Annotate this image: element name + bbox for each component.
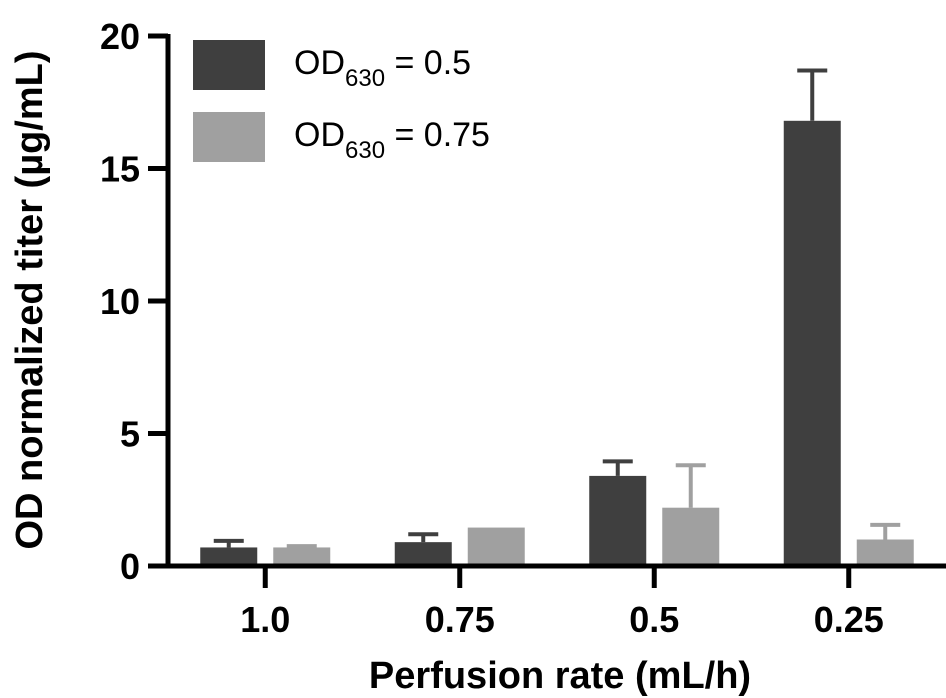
x-tick-label-2: 0.5	[629, 599, 679, 640]
y-tick-label-1: 5	[120, 414, 140, 455]
bar-s1-0	[200, 547, 258, 566]
legend-label-series-2: OD630 = 0.75	[294, 116, 490, 164]
y-tick-label-4: 20	[100, 16, 140, 57]
bar-s1-3	[783, 120, 841, 567]
y-ticks: 0 5 10 15 20	[100, 16, 168, 587]
legend-swatch-series-2	[193, 112, 265, 162]
x-tick-label-1: 0.75	[425, 599, 495, 640]
legend-label-series-1-sub: 630	[345, 65, 385, 92]
x-tick-label-3: 0.25	[814, 599, 884, 640]
bar-s2-1	[467, 527, 525, 566]
y-tick-label-0: 0	[120, 546, 140, 587]
y-tick-label-3: 15	[100, 149, 140, 190]
bar-s2-0	[273, 547, 331, 566]
bar-s1-2	[589, 475, 647, 566]
legend-label-series-1-main: OD	[294, 44, 345, 82]
bar-s1-1	[394, 542, 452, 566]
legend-swatch-series-1	[193, 40, 265, 90]
y-tick-label-2: 10	[100, 281, 140, 322]
x-tick-label-0: 1.0	[240, 599, 290, 640]
bars-layer	[200, 68, 914, 567]
legend-label-series-2-sub: 630	[345, 137, 385, 164]
legend-label-series-1: OD630 = 0.5	[294, 44, 471, 92]
legend: OD630 = 0.5 OD630 = 0.75	[193, 40, 490, 164]
bar-s2-2	[662, 507, 720, 566]
bar-s2-3	[856, 539, 914, 566]
legend-label-series-2-main: OD	[294, 116, 345, 154]
x-axis-title: Perfusion rate (mL/h)	[369, 655, 751, 697]
legend-label-series-2-suffix: = 0.75	[385, 116, 490, 154]
x-ticks: 1.0 0.75 0.5 0.25	[240, 566, 884, 640]
legend-label-series-1-suffix: = 0.5	[385, 44, 471, 82]
y-axis-title: OD normalized titer (µg/mL)	[9, 50, 51, 549]
